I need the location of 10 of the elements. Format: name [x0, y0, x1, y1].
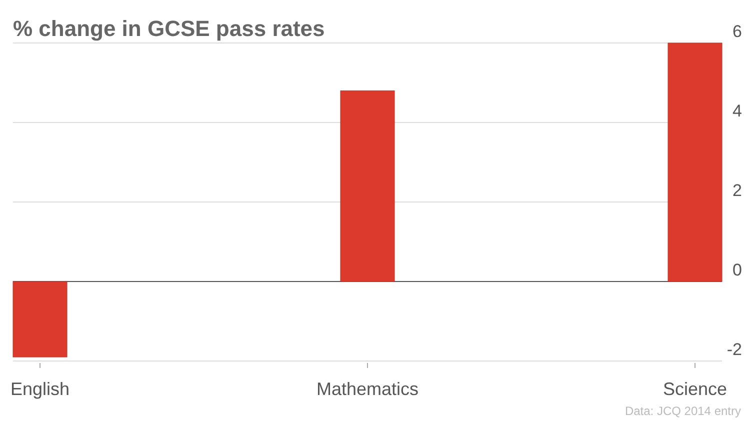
x-tick-label: Science — [662, 379, 728, 399]
text: Data: JCQ 2014 entry — [624, 404, 741, 418]
y-tick-label: 2 — [732, 181, 742, 200]
y-tick-label: -2 — [726, 340, 742, 359]
y-tick-label: 4 — [732, 102, 742, 120]
chart-title: % change in GCSE pass rates — [13, 16, 325, 41]
y-tick-label: 6 — [732, 22, 742, 41]
y-tick-label: 0 — [732, 260, 742, 280]
x-tick-label: Mathematics — [316, 379, 419, 399]
x-tick-label: English — [10, 379, 70, 399]
